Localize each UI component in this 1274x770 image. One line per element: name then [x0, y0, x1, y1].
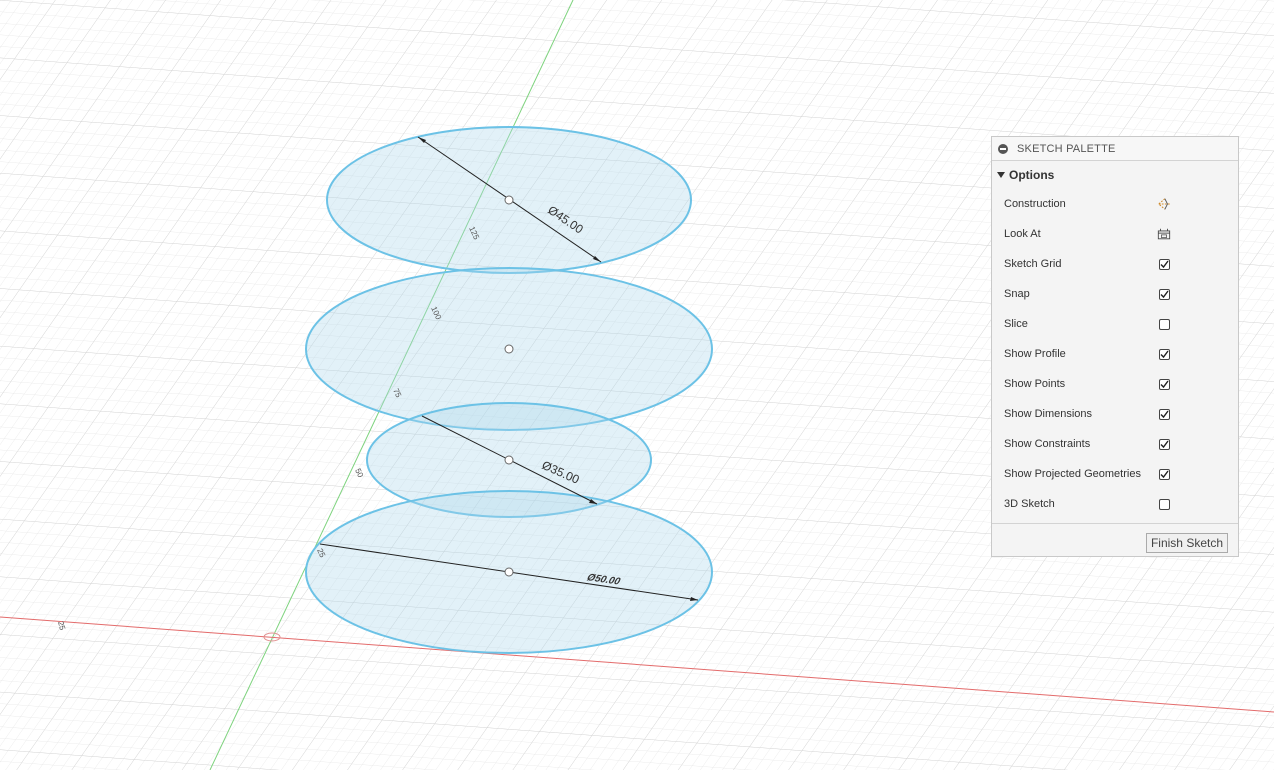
look-at-icon[interactable]	[1157, 227, 1171, 241]
show-dimensions-checkbox[interactable]	[1158, 408, 1170, 420]
center-point[interactable]	[504, 195, 514, 205]
palette-title: SKETCH PALETTE	[1017, 142, 1116, 155]
arrow-head	[589, 499, 597, 504]
arrow-head	[690, 597, 698, 601]
show-points-checkbox[interactable]	[1158, 378, 1170, 390]
show-constraints-checkbox[interactable]	[1158, 438, 1170, 450]
collapse-icon[interactable]	[998, 143, 1008, 154]
center-point[interactable]	[504, 455, 514, 465]
option-label: Look At	[1004, 228, 1041, 240]
show-projected-geometries-checkbox[interactable]	[1158, 468, 1170, 480]
option-sketch-grid: Sketch Grid	[992, 249, 1238, 279]
construction-icon[interactable]	[1157, 197, 1171, 211]
option-snap: Snap	[992, 279, 1238, 309]
arrow-head	[593, 256, 601, 262]
axis-tick-label: 25	[315, 547, 327, 559]
option-label: Show Dimensions	[1004, 408, 1093, 420]
y-axis-line	[209, 0, 574, 770]
option-show-dimensions: Show Dimensions	[992, 399, 1238, 429]
option-label: Sketch Grid	[1004, 258, 1062, 270]
option-look-at: Look At	[992, 219, 1238, 249]
option-label: Show Projected Geometries	[1004, 468, 1141, 480]
option-label: Snap	[1004, 288, 1030, 300]
show-profile-checkbox[interactable]	[1158, 348, 1170, 360]
option-show-projected-geometries: Show Projected Geometries	[992, 459, 1238, 489]
3d-sketch-checkbox[interactable]	[1158, 498, 1170, 510]
center-point[interactable]	[504, 344, 514, 354]
dimension-label-50[interactable]: Ø50.00	[585, 573, 623, 588]
center-point[interactable]	[504, 567, 514, 577]
option-label: Show Points	[1004, 378, 1066, 390]
snap-checkbox[interactable]	[1158, 288, 1170, 300]
options-section-header[interactable]: Options	[992, 161, 1238, 189]
axis-tick-label: 50	[353, 467, 365, 479]
option-label: Slice	[1004, 318, 1028, 330]
axis-tick-label: 25	[56, 620, 67, 631]
triangle-down-icon[interactable]	[997, 172, 1005, 178]
option-slice: Slice	[992, 309, 1238, 339]
finish-sketch-button[interactable]: Finish Sketch	[1145, 533, 1228, 553]
axis-tick-label: 75	[391, 387, 403, 399]
option-label: 3D Sketch	[1004, 498, 1055, 510]
option-show-points: Show Points	[992, 369, 1238, 399]
option-label: Show Profile	[1004, 348, 1066, 360]
arrow-head	[418, 137, 426, 143]
sketch-palette: SKETCH PALETTE Options Construction Look…	[991, 136, 1239, 557]
palette-footer: Finish Sketch	[992, 523, 1238, 558]
option-construction: Construction	[992, 189, 1238, 219]
option-show-profile: Show Profile	[992, 339, 1238, 369]
option-label: Show Constraints	[1004, 438, 1091, 450]
option-show-constraints: Show Constraints	[992, 429, 1238, 459]
option-3d-sketch: 3D Sketch	[992, 489, 1238, 519]
palette-header[interactable]: SKETCH PALETTE	[992, 137, 1238, 161]
options-section-label: Options	[1009, 168, 1055, 182]
origin-point[interactable]	[263, 632, 281, 642]
option-label: Construction	[1004, 198, 1066, 210]
sketch-grid-checkbox[interactable]	[1158, 258, 1170, 270]
slice-checkbox[interactable]	[1158, 318, 1170, 330]
x-axis-line	[0, 616, 1274, 713]
